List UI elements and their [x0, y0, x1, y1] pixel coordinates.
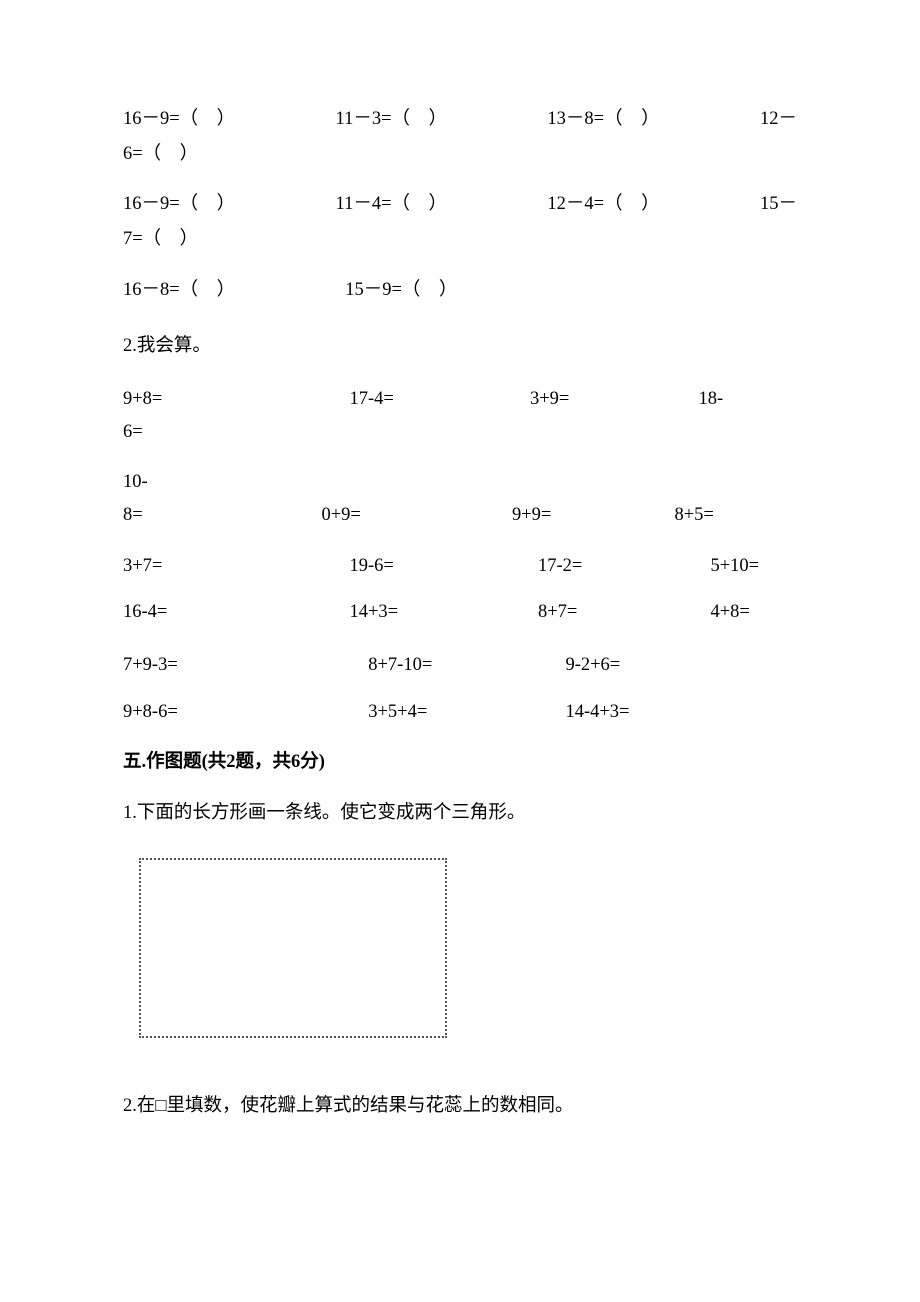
calc-cell: 9+9= [460, 501, 629, 530]
calc-cell: 8+7= [460, 598, 629, 627]
calc-cell: 9+8-6= [123, 698, 310, 727]
calc-cell: 9-2+6= [497, 651, 684, 680]
calc-cell: 10- [123, 468, 797, 497]
equation-cell: 6=（ ） [123, 144, 198, 164]
equation-cell: 12－4=（ ） [547, 190, 659, 219]
calc-block-2: 3+7= 19-6= 17-2= 5+10= 16-4= 14+3= 8+7= … [123, 552, 797, 627]
calc-cell: 17-4= [292, 385, 461, 414]
equation-cell: 15－ [760, 190, 797, 219]
equation-cell: 11－3=（ ） [336, 105, 448, 134]
rectangle-figure [139, 858, 447, 1038]
calc-cell: 0+9= [292, 501, 461, 530]
calc-cell: 16-4= [123, 598, 292, 627]
equation-cell: 16－8=（ ） [123, 276, 235, 305]
equation-row: 16－9=（ ） 11－3=（ ） 13－8=（ ） 12－ [123, 105, 797, 134]
calc-cell: 7+9-3= [123, 651, 310, 680]
calc-cell: 17-2= [460, 552, 629, 581]
calc-cell: 6= [123, 418, 797, 447]
calc-cell: 8+7-10= [310, 651, 497, 680]
equation-cell: 16－9=（ ） [123, 190, 235, 219]
equation-row: 16－9=（ ） 11－4=（ ） 12－4=（ ） 15－ [123, 190, 797, 219]
calc-block-1: 9+8= 17-4= 3+9= 18- 6= 10- 8= 0+9= 9+9= … [123, 385, 797, 530]
section-5-heading: 五.作图题(共2题，共6分) [123, 748, 797, 777]
calc-cell: 8= [123, 501, 292, 530]
problem-2-heading: 2.我会算。 [123, 332, 797, 361]
calc-cell: 5+10= [629, 552, 798, 581]
calc-cell: 14-4+3= [497, 698, 684, 727]
question-1-text: 1.下面的长方形画一条线。使它变成两个三角形。 [123, 799, 797, 828]
equation-set-1: 16－9=（ ） 11－3=（ ） 13－8=（ ） 12－ 6=（ ） 16－… [123, 105, 797, 304]
calc-cell: 9+8= [123, 385, 292, 414]
calc-cell: 3+5+4= [310, 698, 497, 727]
calc-cell: 4+8= [629, 598, 798, 627]
equation-wrap-line: 7=（ ） [123, 225, 797, 254]
equation-cell: 15－9=（ ） [345, 276, 457, 305]
equation-row: 16－8=（ ） 15－9=（ ） [123, 276, 797, 305]
calc-cell: 8+5= [629, 501, 798, 530]
calc-cell: 14+3= [292, 598, 461, 627]
calc-cell: 18- [629, 385, 798, 414]
equation-cell: 13－8=（ ） [547, 105, 659, 134]
question-2-text: 2.在□里填数，使花瓣上算式的结果与花蕊上的数相同。 [123, 1092, 797, 1121]
equation-cell: 7=（ ） [123, 229, 198, 249]
equation-cell: 16－9=（ ） [123, 105, 235, 134]
calc-block-3: 7+9-3= 8+7-10= 9-2+6= 9+8-6= 3+5+4= 14-4… [123, 651, 797, 726]
equation-cell: 12－ [760, 105, 797, 134]
equation-cell: 11－4=（ ） [336, 190, 448, 219]
calc-cell: 3+7= [123, 552, 292, 581]
calc-cell: 3+9= [460, 385, 629, 414]
calc-cell: 19-6= [292, 552, 461, 581]
equation-wrap-line: 6=（ ） [123, 140, 797, 169]
